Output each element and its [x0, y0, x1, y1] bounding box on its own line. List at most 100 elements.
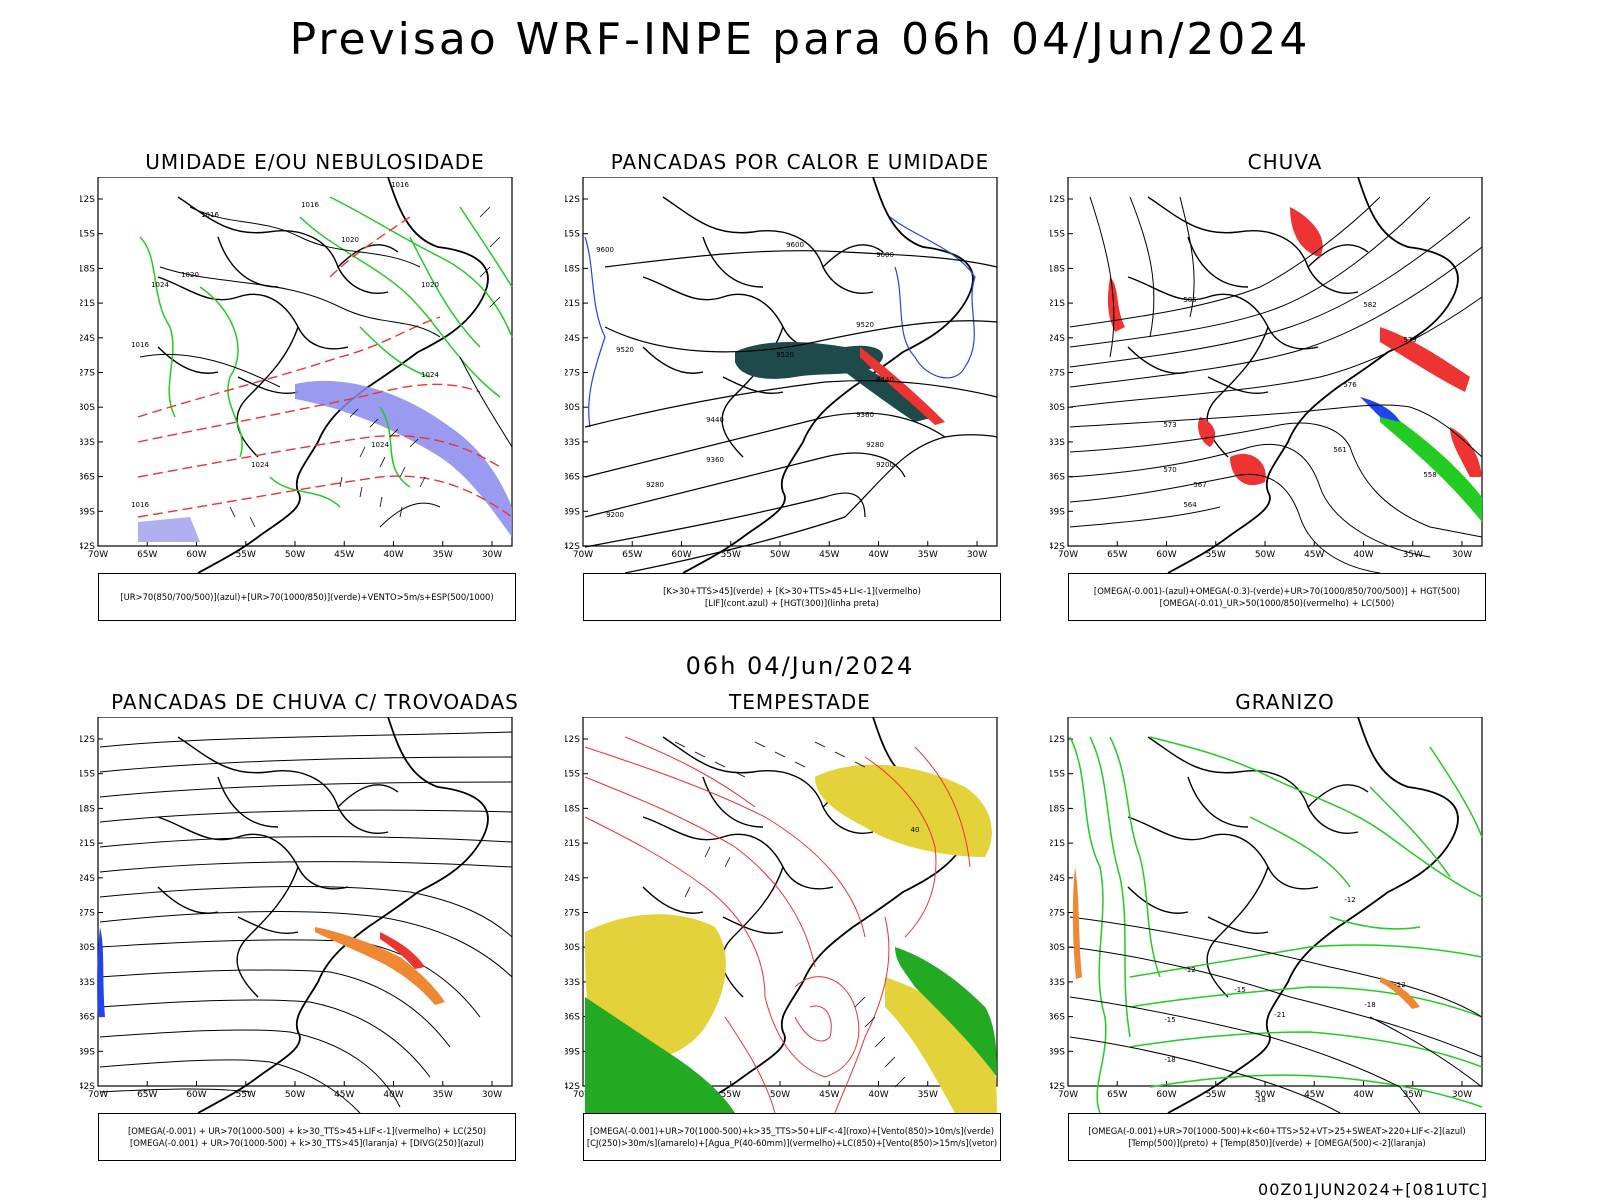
humidity-blue-band	[138, 380, 512, 542]
lat-tick-label: 33S	[565, 438, 580, 448]
contour-label: 9280	[866, 441, 884, 449]
country-border	[157, 346, 219, 374]
panel-title: PANCADAS DE CHUVA C/ TROVOADAS	[111, 690, 519, 714]
panel-legend: [OMEGA(-0.001)-(azul)+OMEGA(-0.3)-(verde…	[1068, 573, 1486, 621]
lat-tick-label: 39S	[1050, 507, 1065, 517]
lat-tick-label: 24S	[565, 334, 580, 344]
lat-tick-label: 24S	[1050, 874, 1065, 884]
country-border	[1147, 736, 1359, 834]
country-border	[1307, 244, 1369, 268]
lon-tick-label: 65W	[137, 550, 157, 560]
country-border	[217, 776, 279, 828]
lat-tick-label: 12S	[1050, 735, 1065, 745]
contour-label: 585	[1183, 296, 1196, 304]
contour-label: 558	[1423, 471, 1436, 479]
country-border	[1187, 776, 1249, 828]
lat-tick-label: 27S	[80, 369, 95, 379]
lon-tick-label: 30W	[1452, 1090, 1472, 1100]
lat-tick-label: 42S	[1050, 1082, 1065, 1092]
contour-label: -18	[1164, 1056, 1175, 1064]
lat-tick-label: 36S	[1050, 1013, 1065, 1023]
lon-tick-label: 40W	[383, 550, 403, 560]
panel-legend: [OMEGA(-0.001) + UR>70(1000-500) + k>30_…	[98, 1113, 516, 1161]
lat-tick-label: 15S	[80, 770, 95, 780]
lat-tick-label: 30S	[80, 403, 95, 413]
contour-label: 576	[1343, 381, 1357, 389]
lon-tick-label: 65W	[1107, 550, 1127, 560]
country-border	[662, 736, 874, 834]
lat-tick-label: 33S	[1050, 438, 1065, 448]
contour-label: 9600	[596, 246, 614, 254]
heat-humidity-dark-area	[735, 342, 935, 422]
lat-tick-label: 30S	[1050, 943, 1065, 953]
legend-line: [K>30+TTS>45](verde) + [K>30+TTS>45+LI<-…	[663, 586, 921, 596]
contour-label: -21	[1274, 1011, 1285, 1019]
page-title: Previsao WRF-INPE para 06h 04/Jun/2024	[289, 14, 1311, 65]
coastline	[197, 177, 489, 573]
legend-line: [OMEGA(-0.001) + UR>70(1000-500) + k>30_…	[130, 1138, 484, 1148]
country-border	[1207, 376, 1269, 394]
country-border	[702, 776, 764, 828]
contour-label: 9360	[706, 456, 724, 464]
temp850-green-contours	[1069, 736, 1483, 1113]
contour-label: 1016	[301, 201, 319, 209]
contour-label: -12	[1394, 981, 1405, 989]
coastline	[682, 177, 974, 573]
panel-legend: [OMEGA(-0.001)+UR>70(1000-500)+k>35_TTS>…	[583, 1113, 1001, 1161]
lon-tick-label: 65W	[137, 1090, 157, 1100]
lat-tick-label: 33S	[1050, 978, 1065, 988]
panel-pancadas-calor: PANCADAS POR CALOR E UMIDADE 12S 15S 18S 21…	[565, 150, 1035, 650]
lon-tick-label: 70W	[573, 1090, 593, 1100]
map-frame	[97, 717, 513, 1087]
lat-tick-label: 18S	[1050, 264, 1065, 274]
contour-label: 9600	[786, 241, 804, 249]
contour-label: -12	[1184, 966, 1195, 974]
lon-tick-label: 55W	[1206, 1090, 1226, 1100]
contour-label: -15	[1234, 986, 1245, 994]
lat-tick-label: 12S	[565, 735, 580, 745]
coastline-borders	[1127, 177, 1459, 573]
country-border	[1127, 346, 1189, 374]
lat-tick-label: 21S	[565, 839, 580, 849]
legend-line: [CJ(250)>30m/s](amarelo)+[Agua_P(40-60mm…	[586, 1138, 998, 1148]
thunderstorm-areas	[97, 927, 445, 1017]
lon-tick-label: 60W	[671, 550, 691, 560]
lat-tick-label: 36S	[80, 1013, 95, 1023]
lat-tick-label: 27S	[80, 909, 95, 919]
country-border	[1147, 196, 1359, 294]
panel-granizo: GRANIZO 12S 15S 18S 21S 24S 27S 30S 33S 36S 39S 42…	[1050, 690, 1520, 1190]
lon-tick-label: 35W	[1403, 1090, 1423, 1100]
lat-tick-label: 15S	[565, 230, 580, 240]
contour-label: 9200	[606, 511, 624, 519]
lon-tick-label: 70W	[573, 550, 593, 560]
country-border	[1127, 276, 1319, 350]
lat-tick-label: 33S	[80, 978, 95, 988]
lon-tick-label: 40W	[868, 550, 888, 560]
lon-tick-label: 55W	[236, 550, 256, 560]
lon-tick-label: 50W	[770, 1090, 790, 1100]
lat-tick-label: 24S	[80, 334, 95, 344]
contour-labels: -12 -12 -15 -15 -18 -18 -21 -12 -18	[1164, 896, 1405, 1104]
contour-label: 582	[1363, 301, 1376, 309]
lat-tick-label: 18S	[565, 804, 580, 814]
lon-tick-label: 40W	[868, 1090, 888, 1100]
country-border	[642, 886, 704, 914]
contour-label: 567	[1193, 481, 1206, 489]
contour-labels: 585 582 579 576 573 570 567 564 561 558	[1163, 296, 1436, 509]
lat-tick-label: 21S	[1050, 839, 1065, 849]
lon-tick-label: 45W	[819, 550, 839, 560]
country-border	[236, 866, 299, 998]
lat-tick-label: 36S	[80, 473, 95, 483]
omega500-orange-areas	[1072, 867, 1420, 1009]
lon-tick-label: 60W	[1156, 550, 1176, 560]
contour-label: 1024	[151, 281, 169, 289]
contour-label: -12	[1344, 896, 1355, 904]
legend-line: [OMEGA(-0.001) + UR>70(1000-500) + k>30_…	[127, 1126, 487, 1136]
contour-label: -15	[1164, 1016, 1175, 1024]
lat-tick-label: 36S	[565, 473, 580, 483]
panel-legend: [K>30+TTS>45](verde) + [K>30+TTS>45+LI<-…	[583, 573, 1001, 621]
hgt500-streamlines	[1069, 196, 1483, 573]
